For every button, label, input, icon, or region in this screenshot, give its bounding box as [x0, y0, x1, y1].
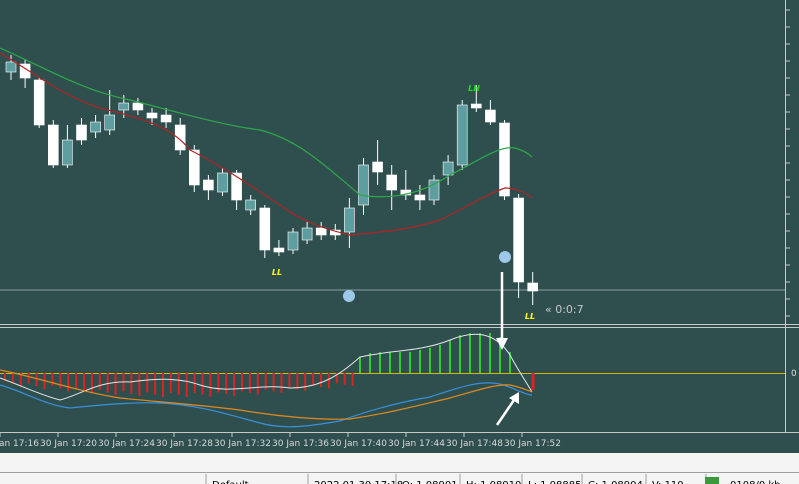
candle-body: [470, 103, 482, 109]
time-label: 30 Jan 17:44: [388, 439, 445, 449]
countdown: « 0:0:7: [545, 303, 584, 316]
time-label: 30 Jan 17:16: [0, 439, 39, 449]
candle-body: [287, 231, 299, 251]
arrow-head: [509, 392, 519, 404]
candle-body: [386, 174, 398, 191]
marker: LL: [272, 268, 282, 277]
time-label: 30 Jan 17:52: [504, 439, 561, 449]
status-bar: Default 2022.01.30 17:18O: 1.08901 H: 1.08…: [205, 474, 781, 484]
candle-body: [513, 197, 524, 283]
time-label: 30 Jan 17:48: [446, 439, 503, 449]
status-field: C: 1.08904: [588, 480, 643, 484]
candle-body: [76, 124, 87, 141]
candle-body: [217, 172, 228, 193]
status-field: 2022.01.30 17:18: [314, 480, 403, 484]
marker: LH: [468, 84, 480, 93]
histogram: [4, 333, 535, 397]
candle-body: [372, 161, 383, 173]
status-field: H: 1.08910: [466, 480, 521, 484]
status-field: V: 110: [652, 480, 684, 484]
candle-body: [231, 172, 242, 201]
status-field: 0108/0 kb: [730, 480, 781, 484]
status-field: L: 1.08885: [528, 480, 581, 484]
candle-body: [90, 121, 101, 133]
candle-body: [456, 104, 468, 166]
time-label: 30 Jan 17:20: [40, 439, 97, 449]
candle-body: [499, 122, 510, 197]
event-icon[interactable]: [499, 251, 511, 263]
indicator-signal: [0, 333, 533, 401]
candle-body: [160, 114, 172, 123]
marker: LL: [525, 312, 535, 321]
candle-body: [245, 199, 256, 211]
time-label: 30 Jan 17:32: [214, 439, 271, 449]
indicator-zero-label: 0: [791, 369, 797, 379]
status-field: Default: [212, 480, 249, 484]
chart-background: [0, 0, 799, 453]
candle-body: [203, 179, 214, 191]
time-label: 30 Jan 17:36: [272, 439, 329, 449]
candle-body: [33, 79, 45, 126]
indicator-main: [0, 382, 533, 428]
ma-fast: [0, 52, 533, 236]
candle-body: [19, 63, 31, 79]
candle-body: [442, 161, 454, 176]
candle-body: [527, 282, 539, 292]
time-label: 30 Jan 17:24: [98, 439, 155, 449]
candle-body: [259, 207, 271, 251]
arrow-head: [496, 338, 508, 350]
time-label: 30 Jan 17:28: [156, 439, 213, 449]
candles: [5, 55, 539, 305]
window-gap: [0, 453, 799, 484]
candle-body: [273, 247, 285, 253]
candle-body: [174, 124, 186, 151]
arrow: [495, 399, 516, 426]
status-icon: [705, 477, 719, 484]
candle-body: [62, 139, 73, 166]
status-field: O: 1.08901: [402, 480, 458, 484]
candle-body: [414, 194, 426, 201]
candle-body: [189, 149, 200, 186]
indicator-average: [0, 369, 533, 420]
event-icon[interactable]: [343, 290, 355, 302]
candle-body: [104, 114, 115, 131]
candle-body: [118, 102, 130, 111]
candle-body: [132, 102, 144, 111]
time-label: 30 Jan 17:40: [330, 439, 387, 449]
candle-body: [344, 207, 355, 233]
candle-body: [485, 109, 496, 123]
candle-body: [358, 164, 369, 206]
candle-body: [47, 124, 59, 166]
ma-slow: [0, 47, 533, 198]
candle-body: [5, 61, 17, 73]
candle-body: [315, 227, 327, 236]
candle-body: [301, 227, 313, 241]
candle-body: [428, 179, 440, 201]
candle-body: [146, 112, 158, 119]
